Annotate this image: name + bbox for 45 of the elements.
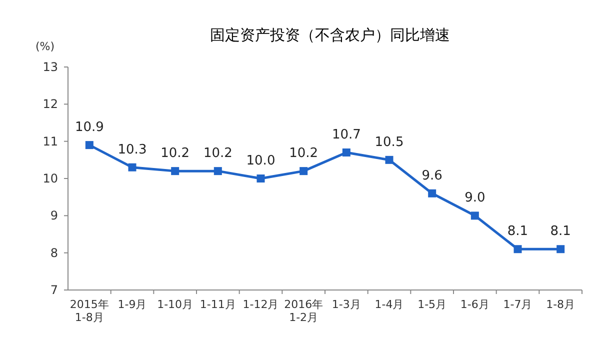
point [514, 245, 522, 254]
y-tick-label: 7 [50, 283, 58, 297]
point [385, 156, 394, 164]
x-tick-label: 1-4月 [374, 298, 404, 311]
y-axis-title: (%) [35, 40, 55, 53]
y-tick-label: 13 [42, 60, 58, 74]
x-tick-label: 2015年 1-8月 [70, 298, 109, 324]
data-label: 9.6 [422, 168, 442, 184]
y-tick-label: 10 [42, 172, 58, 186]
x-tick-label: 1-9月 [118, 298, 147, 311]
point [128, 163, 136, 172]
point [428, 189, 436, 198]
y-tick-label: 11 [42, 134, 58, 148]
y-tick-label: 8 [50, 246, 58, 260]
data-label: 10.2 [203, 146, 232, 162]
point [470, 212, 479, 220]
x-tick-label: 1-10月 [157, 298, 194, 311]
data-label: 8.1 [507, 224, 528, 240]
data-label: 10.9 [74, 120, 104, 136]
data-label: 10.3 [118, 142, 147, 158]
point [214, 167, 222, 176]
point [171, 167, 180, 176]
x-tick-label: 1-3月 [332, 298, 361, 311]
data-label: 10.2 [289, 146, 318, 162]
data-label: 10.5 [374, 134, 404, 150]
point [342, 148, 350, 156]
data-label: 8.1 [550, 224, 571, 240]
y-tick-label: 9 [50, 208, 58, 223]
data-label: 10.7 [332, 127, 361, 142]
data-label: 10.0 [246, 154, 276, 168]
x-tick-label: 1-11月 [200, 298, 236, 311]
point [556, 245, 565, 254]
point [256, 174, 265, 182]
x-tick-label: 1-5月 [418, 298, 447, 311]
x-tick-label: 2016年 1-2月 [284, 298, 324, 324]
x-tick-label: 1-12月 [242, 298, 279, 311]
x-tick-label: 1-6月 [460, 298, 490, 311]
x-tick-label: 1-8月 [546, 298, 576, 311]
data-label: 10.2 [160, 146, 190, 162]
point [85, 141, 94, 150]
chart-title: 固定资产投资（不含农户）同比增速 [210, 26, 450, 44]
data-label: 9.0 [464, 190, 486, 206]
x-tick-label: 1-7月 [503, 298, 532, 311]
point [300, 167, 308, 176]
y-tick-label: 12 [42, 97, 58, 112]
